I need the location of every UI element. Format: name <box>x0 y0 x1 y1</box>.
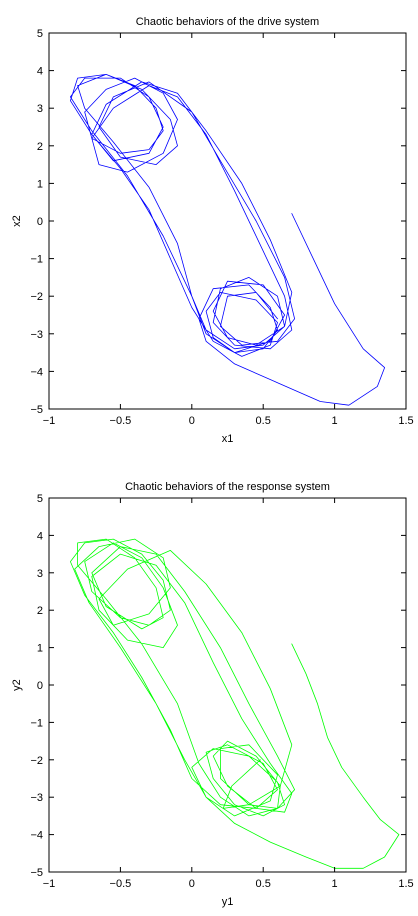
y-tick-label: 0 <box>37 216 43 228</box>
y-tick-label: −5 <box>30 404 43 416</box>
chart-panel-2: −1 −0.5 0 0.5 1 1.5 −5 −4 −3 −2 −1 0 1 2 3 4 5 Chaotic be… <box>11 481 414 908</box>
y-tick-label: −5 <box>30 867 43 879</box>
x-tick-label: −0.5 <box>110 878 132 890</box>
x-tick-label: 1.5 <box>398 415 413 427</box>
x-tick-label: 0.5 <box>256 415 271 427</box>
y-tick-label: 3 <box>37 568 43 580</box>
y-tick-label: 4 <box>37 66 43 78</box>
trajectory-line <box>70 538 400 869</box>
y-tick-label: −1 <box>30 254 43 266</box>
x-tick-label: 0 <box>189 415 195 427</box>
y-tick-label: 2 <box>37 605 43 617</box>
x-tick-label: 0 <box>189 878 195 890</box>
chart-title: Chaotic behaviors of the drive system <box>136 16 319 28</box>
y-tick-label: 5 <box>37 28 43 40</box>
y-tick-label: 3 <box>37 103 43 115</box>
y-tick-label: −1 <box>30 717 43 729</box>
x-axis-label: y1 <box>222 896 234 908</box>
x-axis-label: x1 <box>222 433 234 445</box>
x-tick-label: −1 <box>43 415 56 427</box>
x-tick-label: 1 <box>332 415 338 427</box>
y-tick-label: −4 <box>30 830 43 842</box>
x-tick-label: −0.5 <box>110 415 132 427</box>
plot-frame <box>48 497 407 873</box>
chart-title: Chaotic behaviors of the response system <box>125 481 330 493</box>
y-tick-label: −3 <box>30 329 43 341</box>
y-axis-label: x2 <box>11 215 23 227</box>
x-tick-label: 0.5 <box>256 878 271 890</box>
x-tick-label: 1 <box>332 878 338 890</box>
y-tick-label: −2 <box>30 291 43 303</box>
y-tick-label: −2 <box>30 755 43 767</box>
trajectory-line <box>70 74 385 406</box>
y-tick-label: 0 <box>37 680 43 692</box>
y-tick-label: 1 <box>37 643 43 655</box>
y-tick-label: −4 <box>30 366 43 378</box>
y-tick-label: −3 <box>30 792 43 804</box>
x-tick-label: 1.5 <box>398 878 413 890</box>
y-tick-label: 4 <box>37 530 43 542</box>
y-axis-label: y2 <box>11 679 23 691</box>
y-tick-label: 2 <box>37 141 43 153</box>
x-tick-label: −1 <box>43 878 56 890</box>
chart-panel-1: −1 −0.5 0 0.5 1 1.5 −5 −4 −3 −2 −1 0 1 2 3 4 5 Chaotic be… <box>11 16 414 445</box>
y-tick-label: 5 <box>37 493 43 505</box>
plot-frame <box>48 32 407 410</box>
y-tick-label: 1 <box>37 178 43 190</box>
